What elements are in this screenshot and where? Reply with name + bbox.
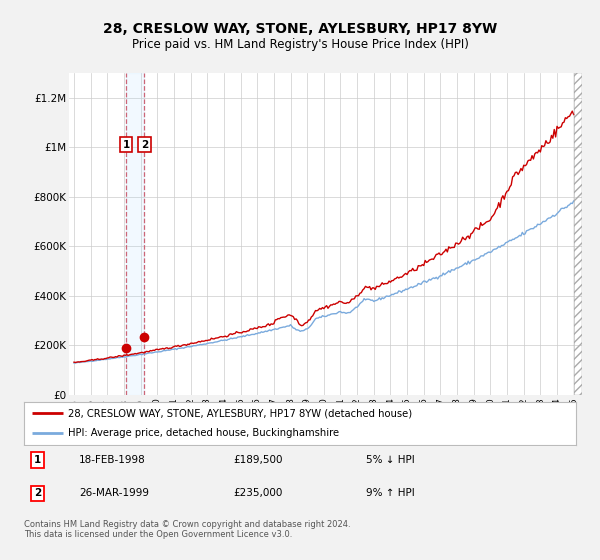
Text: HPI: Average price, detached house, Buckinghamshire: HPI: Average price, detached house, Buck… xyxy=(68,428,339,438)
Text: 1: 1 xyxy=(34,455,41,465)
Text: Contains HM Land Registry data © Crown copyright and database right 2024.
This d: Contains HM Land Registry data © Crown c… xyxy=(24,520,350,539)
Text: 28, CRESLOW WAY, STONE, AYLESBURY, HP17 8YW: 28, CRESLOW WAY, STONE, AYLESBURY, HP17 … xyxy=(103,22,497,36)
Text: £235,000: £235,000 xyxy=(234,488,283,498)
Text: 26-MAR-1999: 26-MAR-1999 xyxy=(79,488,149,498)
Text: £189,500: £189,500 xyxy=(234,455,283,465)
Text: 2: 2 xyxy=(141,139,148,150)
Text: 18-FEB-1998: 18-FEB-1998 xyxy=(79,455,146,465)
Text: 5% ↓ HPI: 5% ↓ HPI xyxy=(366,455,415,465)
Bar xyxy=(126,73,145,395)
Text: 1: 1 xyxy=(122,139,130,150)
Text: Price paid vs. HM Land Registry's House Price Index (HPI): Price paid vs. HM Land Registry's House … xyxy=(131,38,469,50)
Text: 9% ↑ HPI: 9% ↑ HPI xyxy=(366,488,415,498)
Text: 28, CRESLOW WAY, STONE, AYLESBURY, HP17 8YW (detached house): 28, CRESLOW WAY, STONE, AYLESBURY, HP17 … xyxy=(68,408,412,418)
Text: 2: 2 xyxy=(34,488,41,498)
